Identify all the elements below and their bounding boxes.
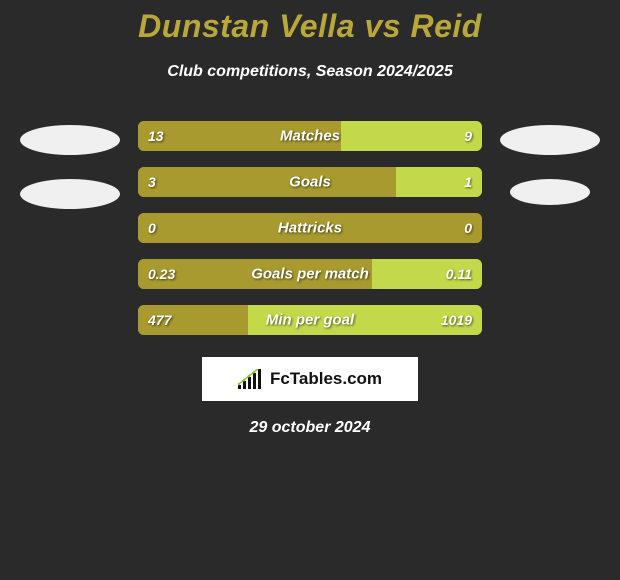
bar-label: Min per goal <box>266 312 354 329</box>
avatar <box>20 179 120 209</box>
bar-value-right: 1 <box>464 174 472 190</box>
bar-label: Hattricks <box>278 220 342 237</box>
page-title: Dunstan Vella vs Reid <box>0 8 620 45</box>
stat-bar: Matches 13 9 <box>138 121 482 151</box>
bar-value-right: 0.11 <box>446 266 472 282</box>
right-avatar-col <box>500 121 600 205</box>
bar-label: Goals <box>289 174 331 191</box>
logo-chart-icon <box>238 369 264 389</box>
logo-text: FcTables.com <box>270 369 382 389</box>
bar-value-right: 9 <box>464 128 472 144</box>
comparison-chart: Matches 13 9 Goals 3 1 Hattricks 0 0 Goals per ma… <box>0 121 620 335</box>
left-avatar-col <box>20 121 120 209</box>
stat-bar: Goals per match 0.23 0.11 <box>138 259 482 289</box>
stat-bar: Goals 3 1 <box>138 167 482 197</box>
bar-value-left: 13 <box>148 128 164 144</box>
avatar <box>510 179 590 205</box>
bar-value-left: 477 <box>148 312 171 328</box>
avatar <box>20 125 120 155</box>
bar-value-right: 1019 <box>441 312 472 328</box>
bar-value-right: 0 <box>464 220 472 236</box>
date-label: 29 october 2024 <box>0 419 620 437</box>
subtitle: Club competitions, Season 2024/2025 <box>0 63 620 81</box>
bar-left-fill <box>138 167 396 197</box>
bar-value-left: 0 <box>148 220 156 236</box>
stat-bar: Min per goal 477 1019 <box>138 305 482 335</box>
stat-bar: Hattricks 0 0 <box>138 213 482 243</box>
logo: FcTables.com <box>202 357 418 401</box>
bar-value-left: 3 <box>148 174 156 190</box>
avatar <box>500 125 600 155</box>
bar-label: Goals per match <box>251 266 369 283</box>
bar-right-fill <box>341 121 482 151</box>
bar-value-left: 0.23 <box>148 266 175 282</box>
bar-label: Matches <box>280 128 340 145</box>
bars-container: Matches 13 9 Goals 3 1 Hattricks 0 0 Goals per ma… <box>138 121 482 335</box>
